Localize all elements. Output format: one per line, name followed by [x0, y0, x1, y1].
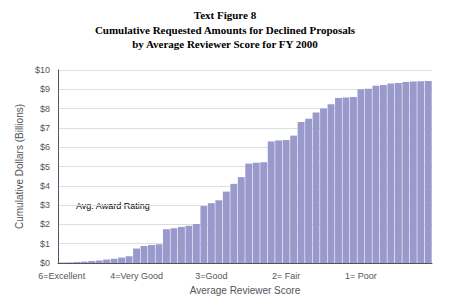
svg-text:2= Fair: 2= Fair [272, 271, 300, 281]
svg-text:Cumulative Dollars (Billions): Cumulative Dollars (Billions) [14, 104, 25, 229]
svg-text:$3: $3 [40, 200, 50, 210]
svg-text:3=Good: 3=Good [195, 271, 227, 281]
svg-text:$6: $6 [40, 142, 50, 152]
svg-text:$4: $4 [40, 181, 50, 191]
svg-text:by Average Reviewer Score for: by Average Reviewer Score for FY 2000 [132, 38, 318, 50]
svg-text:1= Poor: 1= Poor [345, 271, 377, 281]
svg-text:$7: $7 [40, 123, 50, 133]
svg-text:$2: $2 [40, 219, 50, 229]
svg-text:Cumulative Requested Amounts f: Cumulative Requested Amounts for Decline… [95, 24, 356, 36]
svg-text:$5: $5 [40, 162, 50, 172]
svg-text:$1: $1 [40, 239, 50, 249]
svg-text:$8: $8 [40, 104, 50, 114]
svg-text:Average Reviewer Score: Average Reviewer Score [190, 285, 301, 296]
svg-text:Text Figure 8: Text Figure 8 [194, 9, 257, 21]
svg-text:$9: $9 [40, 84, 50, 94]
svg-text:Avg. Award Rating: Avg. Award Rating [76, 200, 150, 211]
svg-text:$0: $0 [40, 258, 50, 268]
svg-text:$10: $10 [35, 65, 50, 75]
svg-text:6=Excellent: 6=Excellent [38, 271, 85, 281]
svg-text:4=Very Good: 4=Very Good [110, 271, 163, 281]
